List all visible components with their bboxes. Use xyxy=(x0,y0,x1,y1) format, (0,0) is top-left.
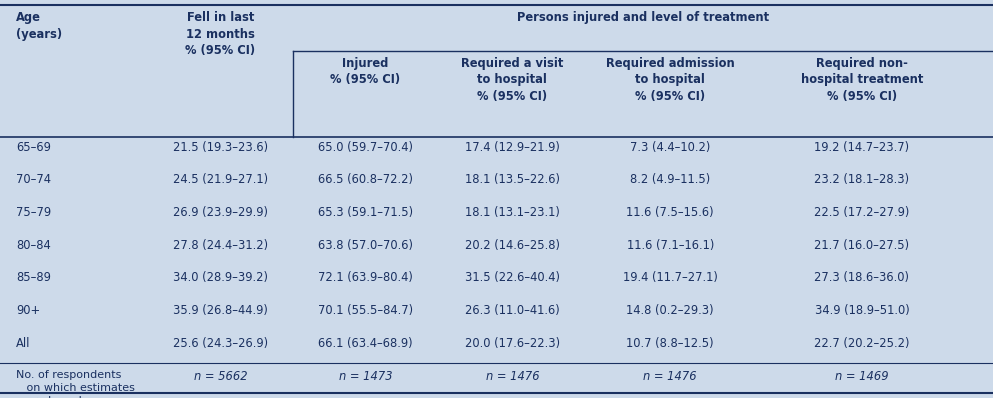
Text: 27.8 (24.4–31.2): 27.8 (24.4–31.2) xyxy=(173,239,268,252)
Text: n = 1473: n = 1473 xyxy=(339,370,392,383)
Text: 72.1 (63.9–80.4): 72.1 (63.9–80.4) xyxy=(318,271,413,284)
Text: Required a visit
to hospital
% (95% CI): Required a visit to hospital % (95% CI) xyxy=(461,57,564,103)
Text: Injured
% (95% CI): Injured % (95% CI) xyxy=(331,57,400,86)
Text: 20.0 (17.6–22.3): 20.0 (17.6–22.3) xyxy=(465,337,560,349)
Text: 63.8 (57.0–70.6): 63.8 (57.0–70.6) xyxy=(318,239,413,252)
Text: 25.6 (24.3–26.9): 25.6 (24.3–26.9) xyxy=(173,337,268,349)
Text: 19.4 (11.7–27.1): 19.4 (11.7–27.1) xyxy=(623,271,718,284)
Text: 65.0 (59.7–70.4): 65.0 (59.7–70.4) xyxy=(318,141,413,154)
Text: n = 5662: n = 5662 xyxy=(194,370,247,383)
Text: 7.3 (4.4–10.2): 7.3 (4.4–10.2) xyxy=(631,141,710,154)
Text: 21.5 (19.3–23.6): 21.5 (19.3–23.6) xyxy=(173,141,268,154)
Text: Persons injured and level of treatment: Persons injured and level of treatment xyxy=(517,11,769,24)
Text: 27.3 (18.6–36.0): 27.3 (18.6–36.0) xyxy=(814,271,910,284)
Text: Fell in last
12 months
% (95% CI): Fell in last 12 months % (95% CI) xyxy=(186,11,255,57)
Text: No. of respondents
   on which estimates
   are based: No. of respondents on which estimates ar… xyxy=(16,370,135,398)
Text: 66.1 (63.4–68.9): 66.1 (63.4–68.9) xyxy=(318,337,413,349)
Text: n = 1469: n = 1469 xyxy=(835,370,889,383)
Text: 18.1 (13.5–22.6): 18.1 (13.5–22.6) xyxy=(465,174,560,186)
Text: 65.3 (59.1–71.5): 65.3 (59.1–71.5) xyxy=(318,206,413,219)
Text: 8.2 (4.9–11.5): 8.2 (4.9–11.5) xyxy=(631,174,710,186)
Text: 65–69: 65–69 xyxy=(16,141,51,154)
Text: Required admission
to hospital
% (95% CI): Required admission to hospital % (95% CI… xyxy=(606,57,735,103)
Text: Age
(years): Age (years) xyxy=(16,11,62,41)
Text: 22.5 (17.2–27.9): 22.5 (17.2–27.9) xyxy=(814,206,910,219)
Text: 85–89: 85–89 xyxy=(16,271,51,284)
Text: 19.2 (14.7–23.7): 19.2 (14.7–23.7) xyxy=(814,141,910,154)
Text: 35.9 (26.8–44.9): 35.9 (26.8–44.9) xyxy=(173,304,268,317)
Text: 24.5 (21.9–27.1): 24.5 (21.9–27.1) xyxy=(173,174,268,186)
Text: 31.5 (22.6–40.4): 31.5 (22.6–40.4) xyxy=(465,271,560,284)
Text: 20.2 (14.6–25.8): 20.2 (14.6–25.8) xyxy=(465,239,560,252)
Text: 14.8 (0.2–29.3): 14.8 (0.2–29.3) xyxy=(627,304,714,317)
Text: 18.1 (13.1–23.1): 18.1 (13.1–23.1) xyxy=(465,206,560,219)
Text: 17.4 (12.9–21.9): 17.4 (12.9–21.9) xyxy=(465,141,560,154)
Text: All: All xyxy=(16,337,30,349)
Text: 70.1 (55.5–84.7): 70.1 (55.5–84.7) xyxy=(318,304,413,317)
Text: 26.9 (23.9–29.9): 26.9 (23.9–29.9) xyxy=(173,206,268,219)
Text: 66.5 (60.8–72.2): 66.5 (60.8–72.2) xyxy=(318,174,413,186)
Text: 75–79: 75–79 xyxy=(16,206,51,219)
Text: 90+: 90+ xyxy=(16,304,40,317)
Text: 11.6 (7.5–15.6): 11.6 (7.5–15.6) xyxy=(627,206,714,219)
Text: 23.2 (18.1–28.3): 23.2 (18.1–28.3) xyxy=(814,174,910,186)
Text: 22.7 (20.2–25.2): 22.7 (20.2–25.2) xyxy=(814,337,910,349)
Text: 80–84: 80–84 xyxy=(16,239,51,252)
Text: n = 1476: n = 1476 xyxy=(643,370,697,383)
Text: n = 1476: n = 1476 xyxy=(486,370,539,383)
Text: 70–74: 70–74 xyxy=(16,174,51,186)
Text: 26.3 (11.0–41.6): 26.3 (11.0–41.6) xyxy=(465,304,560,317)
Text: 34.0 (28.9–39.2): 34.0 (28.9–39.2) xyxy=(173,271,268,284)
Text: 10.7 (8.8–12.5): 10.7 (8.8–12.5) xyxy=(627,337,714,349)
Text: 11.6 (7.1–16.1): 11.6 (7.1–16.1) xyxy=(627,239,714,252)
Text: Required non-
hospital treatment
% (95% CI): Required non- hospital treatment % (95% … xyxy=(800,57,923,103)
Text: 34.9 (18.9–51.0): 34.9 (18.9–51.0) xyxy=(814,304,910,317)
Text: 21.7 (16.0–27.5): 21.7 (16.0–27.5) xyxy=(814,239,910,252)
